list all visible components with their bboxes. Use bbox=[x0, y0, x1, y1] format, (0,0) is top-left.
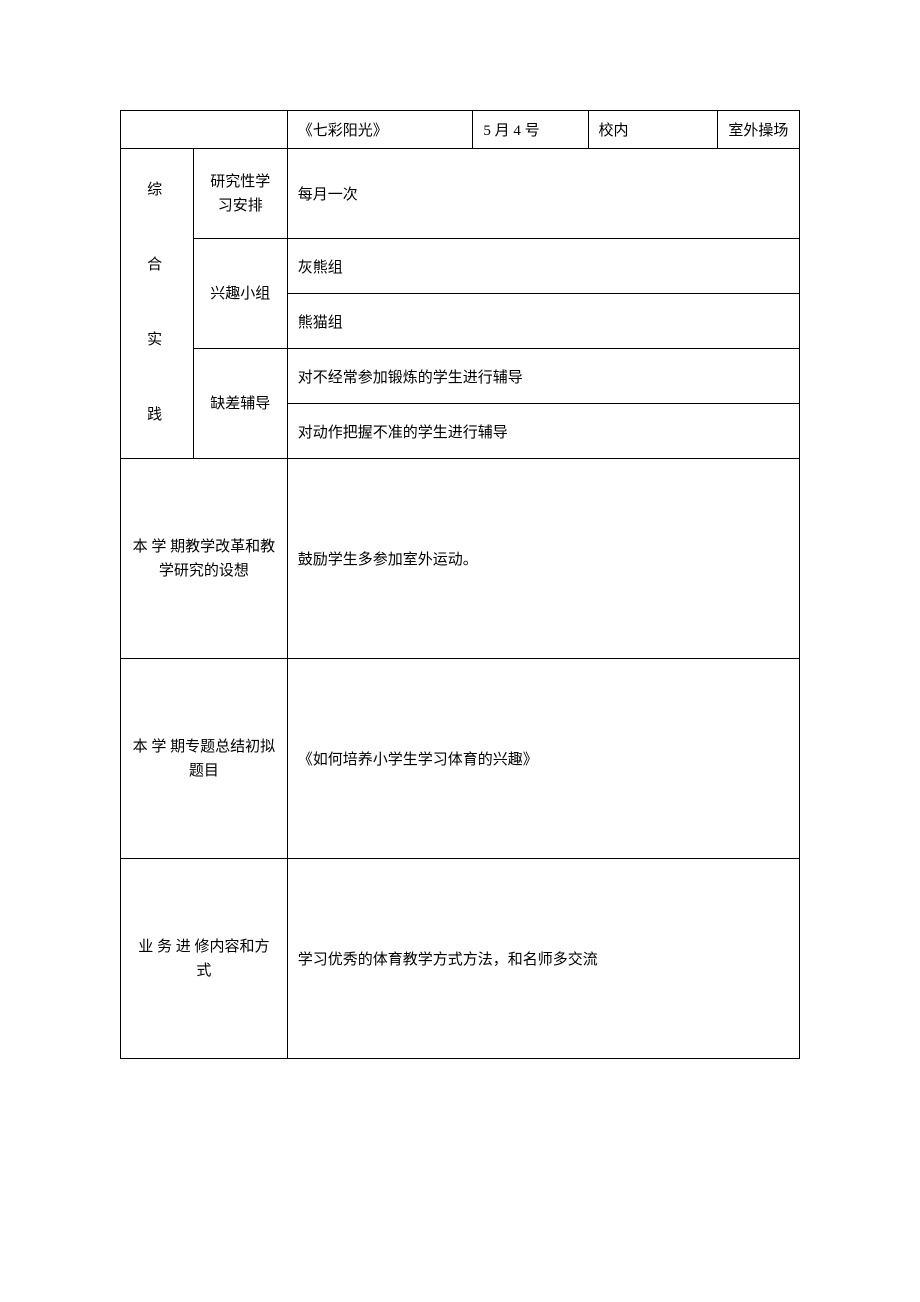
sub-label-interest: 兴趣小组 bbox=[193, 239, 287, 349]
cell-blank bbox=[121, 111, 288, 149]
table-row: 综合实践 研究性学习安排 每月一次 bbox=[121, 149, 800, 239]
cell-content: 《如何培养小学生学习体育的兴趣》 bbox=[287, 659, 799, 859]
section-label-training: 业 务 进 修内容和方式 bbox=[121, 859, 288, 1059]
section-label-summary: 本 学 期专题总结初拟题目 bbox=[121, 659, 288, 859]
section-label-reform: 本 学 期教学改革和教学研究的设想 bbox=[121, 459, 288, 659]
section-label-practice: 综合实践 bbox=[121, 149, 194, 459]
sub-label-tutoring: 缺差辅导 bbox=[193, 349, 287, 459]
cell-content: 学习优秀的体育教学方式方法，和名师多交流 bbox=[287, 859, 799, 1059]
table-row: 业 务 进 修内容和方式 学习优秀的体育教学方式方法，和名师多交流 bbox=[121, 859, 800, 1059]
sub-label-research: 研究性学习安排 bbox=[193, 149, 287, 239]
cell-venue: 室外操场 bbox=[717, 111, 799, 149]
cell-date: 5 月 4 号 bbox=[473, 111, 588, 149]
schedule-table: 《七彩阳光》 5 月 4 号 校内 室外操场 综合实践 研究性学习安排 每月一次… bbox=[120, 110, 800, 1059]
table-row: 兴趣小组 灰熊组 bbox=[121, 239, 800, 294]
cell-location: 校内 bbox=[588, 111, 717, 149]
table-row: 本 学 期专题总结初拟题目 《如何培养小学生学习体育的兴趣》 bbox=[121, 659, 800, 859]
cell-content: 对动作把握不准的学生进行辅导 bbox=[287, 404, 799, 459]
table-row: 《七彩阳光》 5 月 4 号 校内 室外操场 bbox=[121, 111, 800, 149]
cell-content: 鼓励学生多参加室外运动。 bbox=[287, 459, 799, 659]
cell-content: 熊猫组 bbox=[287, 294, 799, 349]
cell-content: 灰熊组 bbox=[287, 239, 799, 294]
table-row: 本 学 期教学改革和教学研究的设想 鼓励学生多参加室外运动。 bbox=[121, 459, 800, 659]
cell-content: 每月一次 bbox=[287, 149, 799, 239]
cell-activity: 《七彩阳光》 bbox=[287, 111, 473, 149]
page-container: 《七彩阳光》 5 月 4 号 校内 室外操场 综合实践 研究性学习安排 每月一次… bbox=[120, 110, 800, 1059]
table-row: 缺差辅导 对不经常参加锻炼的学生进行辅导 bbox=[121, 349, 800, 404]
cell-content: 对不经常参加锻炼的学生进行辅导 bbox=[287, 349, 799, 404]
